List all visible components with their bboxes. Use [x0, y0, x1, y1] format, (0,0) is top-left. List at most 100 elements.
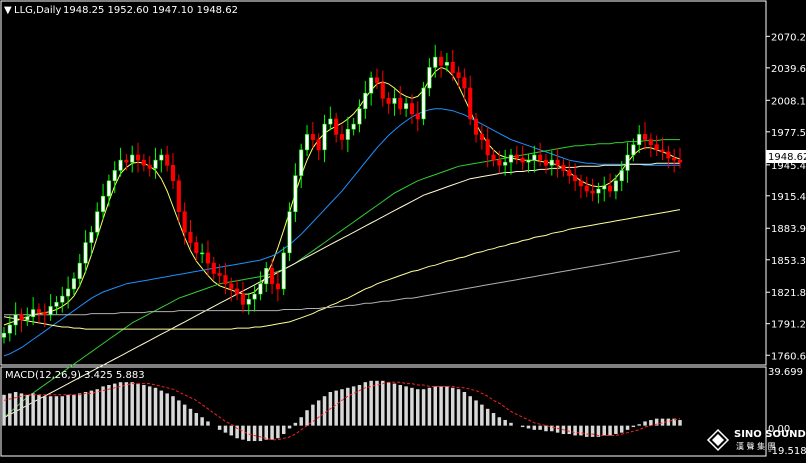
candle-body [281, 252, 286, 290]
candle-body [31, 309, 36, 318]
candle-body [42, 312, 47, 315]
macd-tick-zero: 0.00 [768, 424, 790, 435]
current-price-label: 1948.62 [768, 152, 806, 163]
price-pane-frame [0, 0, 767, 366]
symbol-timeframe: LLG,Daily [14, 5, 61, 16]
candle-body [124, 159, 129, 163]
candle-body [54, 302, 59, 307]
candle-body [666, 151, 671, 159]
candle-body [19, 314, 24, 321]
watermark-chinese: 漢 聲 集 團 [736, 441, 776, 451]
candle-body [345, 128, 350, 140]
candle-body [223, 275, 228, 285]
chart-header: ▼ LLG,Daily 1948.25 1952.60 1947.10 1948… [4, 5, 238, 16]
candle-body [637, 134, 642, 146]
candle-body [473, 118, 479, 135]
candle-body [608, 185, 613, 192]
candlesticks[interactable] [1, 44, 683, 344]
macd-tick-top: 39.699 [768, 367, 803, 378]
macd-indicator [2, 380, 682, 442]
candle-body [264, 268, 269, 285]
candle-body [188, 231, 193, 243]
candle-body [211, 262, 216, 274]
candle-body [194, 242, 199, 254]
candle-body [60, 295, 65, 303]
price-tick-label: 1853.30 [771, 256, 806, 267]
candle-body [444, 61, 449, 66]
ohlc-values: 1948.25 1952.60 1947.10 1948.62 [63, 5, 238, 16]
candle-body [468, 87, 473, 120]
header-dropdown-icon[interactable]: ▼ [4, 5, 12, 16]
candle-body [200, 252, 205, 255]
price-tick-label: 1915.40 [771, 192, 806, 203]
price-tick-label: 2039.60 [771, 64, 806, 75]
candle-body [520, 157, 525, 163]
candle-body [648, 139, 653, 146]
candle-body [118, 159, 123, 171]
moving-average-line [3, 66, 681, 326]
candle-body [322, 123, 327, 151]
candle-body [543, 159, 549, 166]
macd-signal-line [3, 381, 681, 441]
candle-body [159, 154, 164, 161]
candle-body [25, 316, 30, 321]
moving-average-line [3, 162, 680, 419]
candle-body [165, 154, 170, 166]
candle-body [439, 56, 444, 66]
candle-body [89, 231, 94, 243]
candle-body [596, 188, 601, 194]
sino-sound-watermark: SINO SOUND 漢 聲 集 團 [706, 428, 806, 452]
candle-body [299, 149, 304, 176]
candle-body [642, 134, 648, 140]
candle-body [503, 161, 508, 166]
watermark-brand: SINO SOUND [734, 429, 806, 440]
logo-diamond-icon [706, 428, 730, 452]
candle-body [398, 98, 403, 109]
candle-body [130, 154, 135, 163]
candle-body [135, 154, 141, 161]
macd-label: MACD(12,26,9) 3.425 5.883 [5, 370, 145, 381]
candle-body [153, 159, 158, 169]
candle-body [339, 134, 345, 140]
candle-body [293, 175, 298, 212]
current-price-label-bg [766, 150, 806, 163]
candle-body [654, 144, 659, 151]
candle-body [252, 293, 257, 300]
candle-body [258, 283, 263, 295]
candle-body [77, 262, 82, 279]
candle-body [386, 98, 391, 104]
candle-body [1, 332, 7, 338]
candle-body [95, 211, 100, 233]
candle-body [491, 154, 496, 161]
candle-body [229, 283, 234, 290]
candle-body [573, 175, 578, 182]
candle-body [567, 170, 572, 176]
candle-body [287, 211, 292, 254]
candle-body [48, 306, 53, 315]
candle-body [369, 77, 374, 94]
price-tick-label: 1791.25 [771, 320, 806, 331]
candle-body [380, 82, 385, 99]
moving-average-line [3, 139, 680, 419]
candle-body [578, 180, 583, 187]
candle-body [392, 98, 397, 104]
moving-average-line [4, 250, 681, 316]
candle-body [112, 170, 117, 182]
candle-body [404, 103, 409, 109]
candle-body [310, 134, 315, 140]
candle-body [246, 298, 251, 305]
price-tick-label: 1760.60 [771, 351, 806, 362]
candle-body [106, 180, 111, 197]
candle-body [619, 170, 624, 182]
candle-body [357, 108, 362, 125]
price-tick-label: 2070.20 [771, 32, 806, 43]
candle-body [235, 288, 240, 295]
candle-body [170, 165, 176, 182]
candle-body [334, 118, 339, 135]
candle-body [508, 154, 514, 163]
candle-body [584, 185, 589, 192]
candle-body [328, 118, 333, 125]
candle-body [176, 180, 181, 212]
macd-tick-bottom: -19.518 [768, 446, 806, 457]
